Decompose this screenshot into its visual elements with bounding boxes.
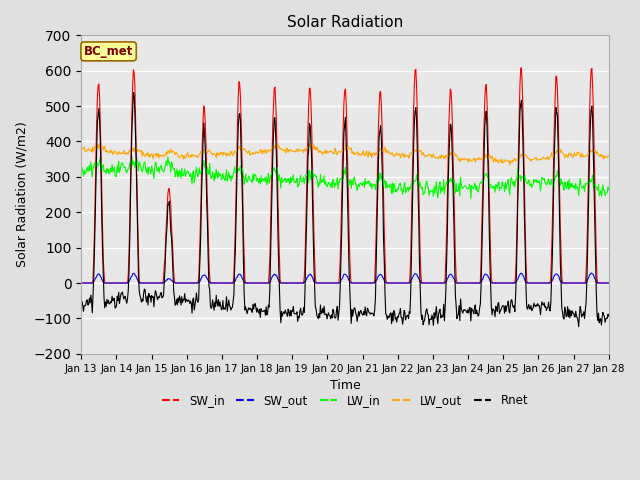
SW_out xyxy=(588,270,595,276)
LW_out xyxy=(506,162,513,168)
SW_out xyxy=(605,280,612,286)
LW_in xyxy=(467,195,475,201)
LW_in xyxy=(87,159,95,165)
LW_out xyxy=(223,153,230,159)
SW_out xyxy=(77,280,85,286)
LW_in xyxy=(196,165,204,171)
SW_in xyxy=(87,280,95,286)
Rnet xyxy=(77,299,85,304)
LW_out xyxy=(77,148,85,154)
SW_out xyxy=(409,274,417,280)
X-axis label: Time: Time xyxy=(330,379,360,392)
LW_out xyxy=(305,140,313,146)
Rnet xyxy=(142,296,150,301)
LW_out xyxy=(87,147,95,153)
LW_in xyxy=(410,179,417,184)
SW_in xyxy=(77,280,85,286)
Rnet xyxy=(129,90,137,96)
Rnet xyxy=(575,324,582,330)
LW_out xyxy=(410,149,417,155)
Rnet xyxy=(223,308,231,314)
Line: Rnet: Rnet xyxy=(81,93,609,327)
LW_in xyxy=(142,167,150,173)
LW_in xyxy=(425,192,433,198)
SW_out xyxy=(87,280,95,286)
SW_out xyxy=(223,280,230,286)
SW_out xyxy=(424,280,432,286)
Line: LW_out: LW_out xyxy=(81,143,609,165)
Line: SW_in: SW_in xyxy=(81,68,609,283)
Rnet xyxy=(410,144,417,150)
SW_out xyxy=(141,280,149,286)
Y-axis label: Solar Radiation (W/m2): Solar Radiation (W/m2) xyxy=(15,122,28,267)
LW_out xyxy=(605,154,612,159)
SW_in xyxy=(409,145,417,151)
Line: LW_in: LW_in xyxy=(81,157,609,198)
SW_out xyxy=(195,279,202,285)
LW_in xyxy=(605,187,612,192)
Rnet xyxy=(605,313,612,319)
SW_in xyxy=(141,280,149,286)
Text: BC_met: BC_met xyxy=(84,45,133,58)
Line: SW_out: SW_out xyxy=(81,273,609,283)
Title: Solar Radiation: Solar Radiation xyxy=(287,15,403,30)
SW_in xyxy=(518,65,525,71)
Rnet xyxy=(87,292,95,298)
Legend: SW_in, SW_out, LW_in, LW_out, Rnet: SW_in, SW_out, LW_in, LW_out, Rnet xyxy=(157,389,533,411)
SW_in xyxy=(605,280,612,286)
LW_out xyxy=(141,154,149,159)
Rnet xyxy=(196,271,204,277)
LW_in xyxy=(128,154,136,160)
LW_out xyxy=(425,151,433,156)
SW_in xyxy=(195,276,202,282)
LW_in xyxy=(77,167,85,172)
LW_out xyxy=(195,152,202,158)
SW_in xyxy=(424,280,432,286)
SW_in xyxy=(223,280,230,286)
LW_in xyxy=(223,178,231,184)
Rnet xyxy=(425,322,433,328)
